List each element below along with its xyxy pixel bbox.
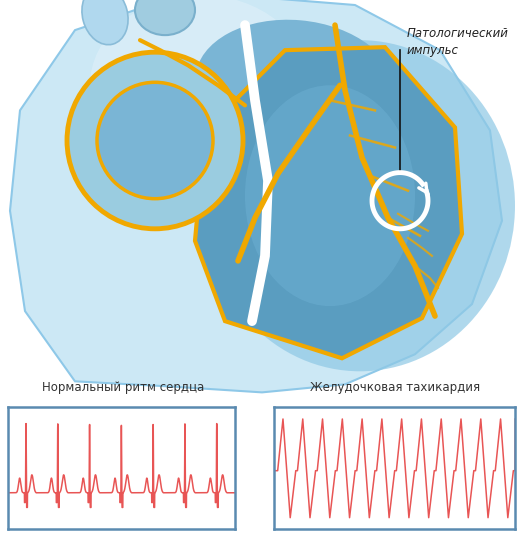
Ellipse shape: [205, 40, 515, 371]
Polygon shape: [195, 47, 462, 358]
Text: Желудочковая тахикардия: Желудочковая тахикардия: [310, 381, 480, 394]
Ellipse shape: [82, 0, 128, 45]
Polygon shape: [10, 0, 502, 393]
Ellipse shape: [245, 85, 415, 306]
Ellipse shape: [195, 20, 395, 151]
Circle shape: [97, 83, 213, 199]
Circle shape: [67, 52, 243, 229]
Text: Нормальный ритм сердца: Нормальный ритм сердца: [42, 381, 204, 394]
Text: импульс: импульс: [407, 44, 459, 57]
Text: Патологический: Патологический: [407, 27, 509, 40]
Ellipse shape: [135, 0, 195, 35]
Ellipse shape: [90, 0, 310, 175]
